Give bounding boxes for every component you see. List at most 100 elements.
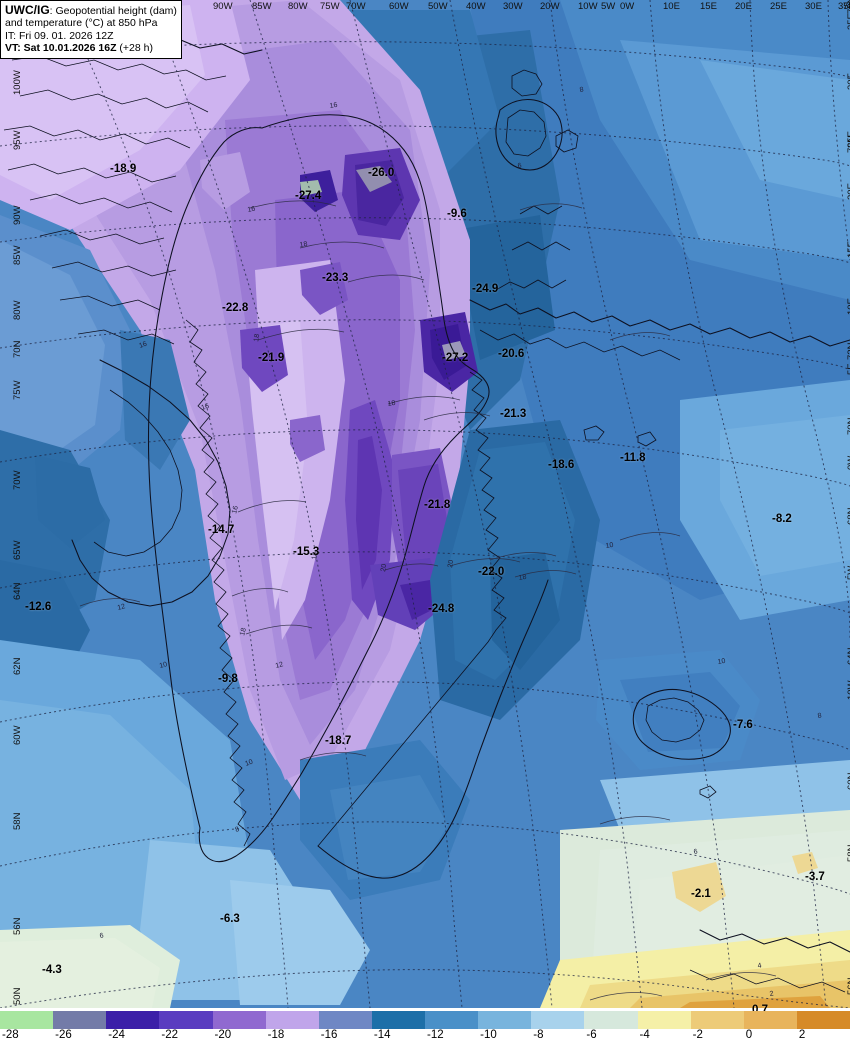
svg-text:16: 16 [200,403,210,412]
temperature-value-label: -11.8 [620,452,646,464]
svg-text:16: 16 [247,205,256,213]
temperature-value-label: -15.3 [293,546,320,558]
axis-right-label: 10W [846,680,850,700]
temperature-value-label: -18.6 [548,459,575,471]
axis-top-label: 80W [288,1,308,12]
temperature-value-label: -21.3 [500,408,527,420]
axis-top-label: 20E [735,1,752,12]
temperature-value-label: -27.4 [295,190,322,202]
svg-text:8: 8 [817,712,822,720]
colorbar-segment[interactable] [265,1011,319,1029]
colorbar-tick-label: -16 [320,1029,338,1041]
svg-text:8: 8 [234,826,240,834]
colorbar-segment[interactable] [371,1011,425,1029]
axis-left-label: 90W [12,205,23,225]
colorbar-tick-label: -24 [108,1029,125,1041]
svg-text:10: 10 [605,542,614,550]
colorbar-segment[interactable] [106,1011,160,1029]
axis-top-label: 30W [503,1,523,12]
axis-left-label: 62N [12,657,23,675]
temperature-value-label: -18.9 [110,163,137,175]
temperature-value-label: -18.7 [325,735,352,747]
svg-text:8: 8 [579,86,584,94]
colorbar-segment[interactable] [796,1011,850,1029]
axis-right-label: 35E [846,13,850,30]
svg-text:18: 18 [311,551,319,560]
colorbar-segment[interactable] [53,1011,107,1029]
title-source: UWC/IG [5,3,50,17]
svg-text:10: 10 [717,658,726,666]
axis-right-label: 64N [846,647,850,665]
svg-text:20: 20 [380,563,388,572]
axis-left-label: 70N [12,340,23,358]
axis-top-label: 40W [466,1,486,12]
axis-right-label: 68N [846,507,850,525]
axis-left-label: 100W [12,70,23,95]
axis-top-label: 10W [578,1,598,12]
temperature-value-label: -26.0 [368,167,395,179]
map-canvas[interactable]: 16 18 18 16 18 18 20 18 20 16 16 18 16 1… [0,0,850,1008]
svg-text:16: 16 [138,341,148,350]
axis-top-label: 60W [389,1,409,12]
axis-left-label: 64N [12,582,23,600]
colorbar-segment[interactable] [690,1011,744,1029]
title-init-time: IT: Fri 09. 01. 2026 12Z [5,29,114,42]
axis-top-label: 70W [346,1,366,12]
svg-text:4: 4 [757,962,762,970]
svg-text:10: 10 [244,759,254,768]
colorbar-segment[interactable] [743,1011,797,1029]
svg-text:2: 2 [769,990,774,998]
temperature-value-label: -14.7 [208,524,235,536]
axis-right-label: 30E [846,73,850,90]
temperature-value-label: -6.3 [220,913,240,925]
colorbar-segment[interactable] [531,1011,585,1029]
axis-left-label: 75W [12,380,23,400]
axis-left-label: 80W [12,300,23,320]
colorbar-segment[interactable] [637,1011,691,1029]
colorbar-segment[interactable] [159,1011,213,1029]
colorbar-segment[interactable] [318,1011,372,1029]
colorbar-segment[interactable] [425,1011,479,1029]
axis-left-label: 70W [12,470,23,490]
axis-top-label: 25E [770,1,787,12]
axis-right-label: 70N [846,417,850,435]
valid-time-offset: (+28 h) [116,42,153,55]
axis-left-label: 60W [12,725,23,745]
temperature-value-label: -4.3 [42,964,62,976]
axis-right-label: 76N [846,135,850,153]
temperature-value-label: -3.7 [805,871,825,883]
axis-right-label: 5W [846,565,850,580]
colorbar-segment[interactable] [478,1011,532,1029]
colorbar-segment[interactable] [212,1011,266,1029]
svg-text:18: 18 [299,241,308,249]
axis-top-label: 90W [213,1,233,12]
axis-left-label: 58N [12,812,23,830]
map-graphics: 16 18 18 16 18 18 20 18 20 16 16 18 16 1… [0,0,850,1008]
svg-text:18: 18 [253,333,261,342]
colorbar-tick-label: 0 [745,1029,753,1041]
axis-right-label: 78N [846,0,850,14]
title-valid-time: VT: Sat 10.01.2026 16Z (+28 h) [5,42,177,54]
temperature-value-label: -7.6 [733,719,753,731]
temperature-value-label: -20.6 [498,348,525,360]
temperature-value-label: -12.6 [25,601,52,613]
svg-text:16: 16 [231,505,240,514]
axis-right-label: 0W [846,455,850,470]
colorbar-tick-label: -20 [214,1029,232,1041]
svg-text:6: 6 [693,848,698,856]
temperature-value-label: -24.8 [428,603,455,615]
axis-right-label: 58N [846,844,850,862]
temperature-value-label: -21.8 [424,499,451,511]
colorbar-segment[interactable] [0,1011,54,1029]
temperature-value-label: -21.9 [258,352,285,364]
axis-left-label: 95W [12,130,23,150]
axis-top-label: 50W [428,1,448,12]
colorbar-tick-label: -2 [692,1029,703,1041]
temperature-value-label: -22.0 [478,566,505,578]
axis-right-label: 60N [846,772,850,790]
colorbar-segment[interactable] [584,1011,638,1029]
temperature-value-label: -22.8 [222,302,249,314]
colorbar[interactable] [0,1011,850,1029]
title-field: : Geopotential height (dam) [49,5,177,17]
